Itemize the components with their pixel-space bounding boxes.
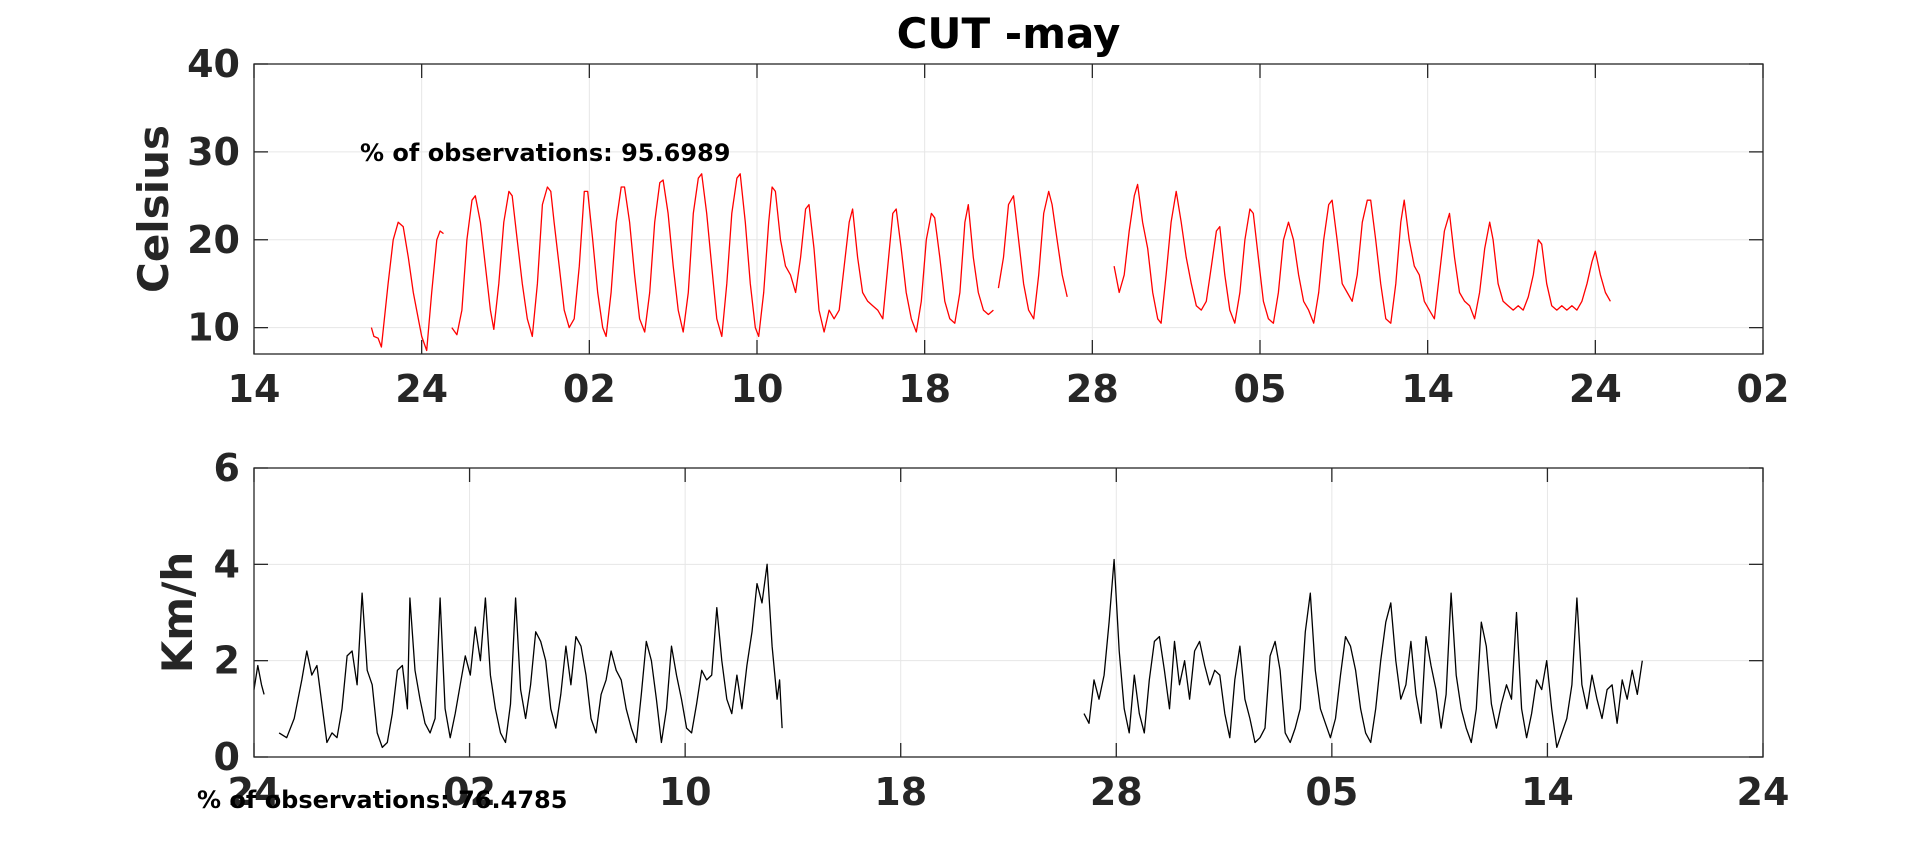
x-tick-label: 10: [659, 770, 712, 814]
wind-speed-y-axis-label: Km/h: [153, 552, 202, 674]
x-tick-label: 05: [1305, 770, 1358, 814]
wind-speed-line-segment: [1083, 558, 1643, 749]
wind-speed-grid: [254, 468, 1763, 757]
temperature-line-segment: [997, 190, 1068, 320]
wind-speed-line-segment: [253, 664, 265, 695]
x-tick-label: 24: [395, 367, 448, 411]
y-tick-label: 30: [187, 130, 240, 174]
chart-title: CUT -may: [897, 9, 1121, 58]
temperature-series: [370, 173, 1611, 352]
x-tick-label: 28: [1090, 770, 1143, 814]
y-tick-label: 20: [187, 218, 240, 262]
wind-speed-series: [253, 558, 1643, 749]
x-tick-label: 02: [443, 770, 496, 814]
x-tick-label: 14: [228, 367, 281, 411]
y-tick-label: 6: [214, 446, 240, 490]
temperature-observations-note: % of observations: 95.6989: [360, 139, 730, 167]
temperature-y-axis-label: Celsius: [129, 125, 178, 293]
y-tick-label: 40: [187, 42, 240, 86]
y-tick-label: 4: [214, 542, 240, 586]
x-tick-label: 14: [1401, 367, 1454, 411]
wind-speed-observations-note: % of observations: 76.4785: [197, 786, 567, 814]
temperature-ticks: 10 20 30 40 14 24 02 10 18 28 05 14 24 02: [187, 42, 1789, 411]
x-tick-label: 02: [1737, 367, 1790, 411]
temperature-panel: 10 20 30 40 14 24 02 10 18 28 05 14 24 02 Celsius % o…: [129, 42, 1789, 411]
x-tick-label: 02: [563, 367, 616, 411]
x-tick-label: 18: [898, 367, 951, 411]
temperature-axes-frame: [253, 63, 1764, 355]
x-tick-label: 05: [1234, 367, 1287, 411]
y-tick-label: 2: [214, 639, 240, 683]
y-tick-label: 10: [187, 306, 240, 350]
y-tick-label: 0: [214, 735, 240, 779]
wind-speed-axes-frame: [253, 467, 1764, 758]
x-tick-label: 24: [1569, 367, 1622, 411]
temperature-line-segment: [451, 173, 994, 338]
temperature-line-segment: [1113, 183, 1611, 324]
x-tick-label: 10: [731, 367, 784, 411]
temperature-line-segment: [370, 221, 444, 352]
x-tick-label: 14: [1521, 770, 1574, 814]
x-tick-label: 28: [1066, 367, 1119, 411]
x-tick-label: 24: [228, 770, 281, 814]
wind-speed-line-segment: [278, 563, 783, 749]
x-tick-label: 24: [1737, 770, 1790, 814]
x-tick-label: 18: [874, 770, 927, 814]
